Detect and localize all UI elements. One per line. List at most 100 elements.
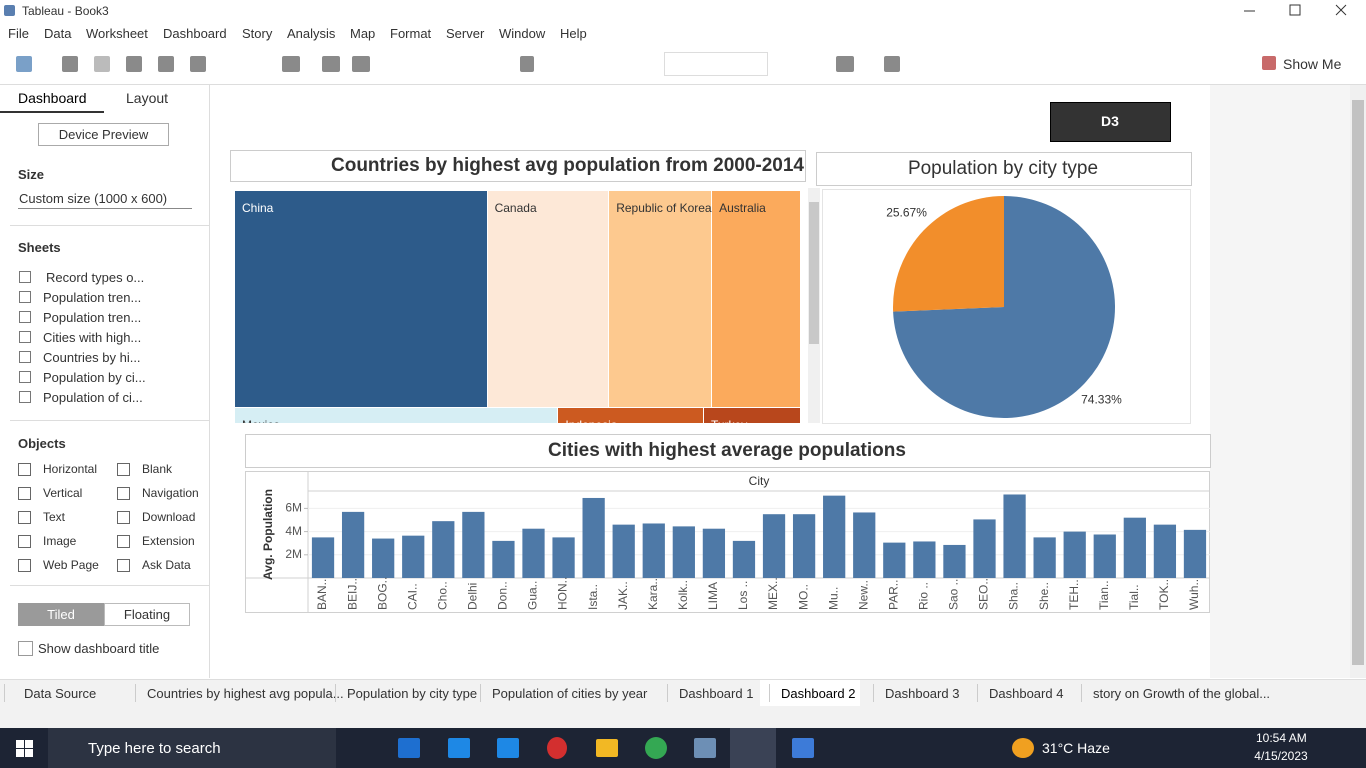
scroll-thumb[interactable]	[809, 202, 819, 344]
active-app[interactable]	[730, 728, 776, 768]
sidebar-tab[interactable]: Dashboard	[18, 90, 87, 106]
show-title[interactable]: Show dashboard title	[38, 641, 160, 656]
tool-icon[interactable]	[352, 56, 370, 72]
x-tick-label: Cho..	[435, 581, 449, 610]
tool-icon[interactable]	[190, 56, 206, 72]
clock-date[interactable]: 4/15/2023	[1254, 749, 1308, 763]
object-item[interactable]: Text	[43, 510, 66, 524]
taskbar-app[interactable]	[448, 738, 470, 758]
sheet-item[interactable]: Population tren...	[43, 290, 142, 305]
tool-icon[interactable]	[836, 56, 854, 72]
object-item[interactable]: Image	[43, 534, 77, 548]
tool-icon[interactable]	[62, 56, 78, 72]
menu-item[interactable]: File	[8, 26, 29, 41]
checkbox[interactable]	[18, 641, 33, 656]
object-icon	[18, 535, 31, 548]
object-item[interactable]: Vertical	[43, 486, 83, 500]
x-tick-label: Don..	[496, 581, 510, 610]
menu-item[interactable]: Worksheet	[86, 26, 148, 41]
x-tick-label: Rio ..	[917, 582, 931, 610]
object-item[interactable]: Extension	[142, 534, 195, 548]
menu-item[interactable]: Dashboard	[163, 26, 227, 41]
scrollbar[interactable]	[1350, 85, 1366, 678]
menu-item[interactable]: Format	[390, 26, 432, 41]
menu-item[interactable]: Server	[446, 26, 485, 41]
object-item[interactable]: Blank	[142, 462, 173, 476]
tool-icon[interactable]	[322, 56, 340, 72]
menu-item[interactable]: Help	[560, 26, 587, 41]
sheet-tab[interactable]: Data Source	[24, 686, 97, 701]
sheet-tab[interactable]: Countries by highest avg popula...	[147, 686, 344, 701]
tool-icon[interactable]	[126, 56, 142, 72]
taskbar-app[interactable]	[497, 738, 519, 758]
menu-item[interactable]: Analysis	[287, 26, 336, 41]
show-me-icon[interactable]	[1262, 56, 1276, 70]
tool-icon[interactable]	[884, 56, 900, 72]
start-button[interactable]	[16, 740, 33, 757]
menu-item[interactable]: Data	[44, 26, 72, 41]
sheet-tab[interactable]: Dashboard 2	[781, 686, 856, 701]
x-tick-label: TEH..	[1067, 579, 1081, 610]
bar	[943, 544, 966, 578]
object-item[interactable]: Ask Data	[142, 558, 191, 572]
bar	[1003, 494, 1026, 578]
sidebar-tab[interactable]: Layout	[126, 90, 169, 106]
tab-separator	[135, 684, 136, 702]
sheet-item[interactable]: Countries by hi...	[43, 350, 141, 365]
scroll-thumb[interactable]	[1352, 100, 1364, 665]
menu-item[interactable]: Story	[242, 26, 273, 41]
device-preview-button[interactable]	[38, 123, 169, 146]
sheet-item[interactable]: Population tren...	[43, 310, 142, 325]
object-item[interactable]: Horizontal	[43, 462, 98, 476]
taskbar-app[interactable]	[547, 737, 567, 759]
bar	[1183, 529, 1207, 578]
sheet-icon	[19, 271, 31, 283]
device-preview[interactable]: Device Preview	[58, 127, 149, 142]
search-text[interactable]: Type here to search	[88, 740, 221, 757]
treemap-scrollbar[interactable]	[808, 188, 820, 423]
window-controls[interactable]	[1230, 0, 1366, 22]
tool-icon[interactable]	[282, 56, 300, 72]
object-item[interactable]: Web Page	[43, 558, 99, 572]
object-item[interactable]: Navigation	[142, 486, 199, 500]
menu-item[interactable]: Map	[350, 26, 376, 41]
sheet-tab[interactable]: story on Growth of the global...	[1093, 686, 1271, 701]
tool-icon[interactable]	[520, 56, 534, 72]
dropdown[interactable]	[664, 52, 768, 76]
weather-icon[interactable]	[1012, 738, 1034, 758]
sheet-item[interactable]: Cities with high...	[43, 330, 142, 345]
taskbar-app[interactable]	[645, 737, 667, 759]
tool-icon[interactable]	[158, 56, 174, 72]
x-tick-label: Ista..	[586, 584, 600, 610]
layout-mode[interactable]: Floating	[104, 603, 190, 626]
sheet-tab[interactable]: Population of cities by year	[492, 686, 648, 701]
sheet-tab[interactable]: Dashboard 1	[679, 686, 754, 701]
treemap-label: Canada	[494, 201, 537, 215]
tool-icon[interactable]	[94, 56, 110, 72]
taskbar-app[interactable]	[596, 739, 618, 757]
show-me[interactable]: Show Me	[1283, 56, 1342, 72]
sheet-item[interactable]: Record types o...	[46, 270, 145, 285]
treemap-cell	[703, 408, 800, 423]
search-box[interactable]	[48, 728, 336, 768]
weather[interactable]: 31°C Haze	[1042, 740, 1110, 756]
sheet-tab[interactable]: Population by city type	[347, 686, 478, 701]
size-dropdown[interactable]	[18, 191, 192, 209]
sheet-tab[interactable]: Dashboard 3	[885, 686, 960, 701]
object-item[interactable]: Download	[142, 510, 196, 524]
sheet-item[interactable]: Population of ci...	[43, 390, 143, 405]
sheet-tab[interactable]: Dashboard 4	[989, 686, 1064, 701]
x-tick-label: Delhi	[466, 583, 480, 610]
taskbar-app[interactable]	[792, 738, 814, 758]
size-value[interactable]: Custom size (1000 x 600)	[19, 191, 168, 206]
pie-label: 25.67%	[886, 206, 927, 220]
tool-icon[interactable]	[16, 56, 32, 72]
d3-label[interactable]: D3	[1101, 113, 1119, 129]
taskbar-app[interactable]	[694, 738, 716, 758]
d3-button[interactable]	[1050, 102, 1171, 142]
menu-item[interactable]: Window	[499, 26, 546, 41]
sheet-item[interactable]: Population by ci...	[43, 370, 146, 385]
clock-time[interactable]: 10:54 AM	[1256, 731, 1307, 745]
taskbar-app[interactable]	[398, 738, 420, 758]
layout-mode[interactable]: Tiled	[18, 603, 104, 626]
